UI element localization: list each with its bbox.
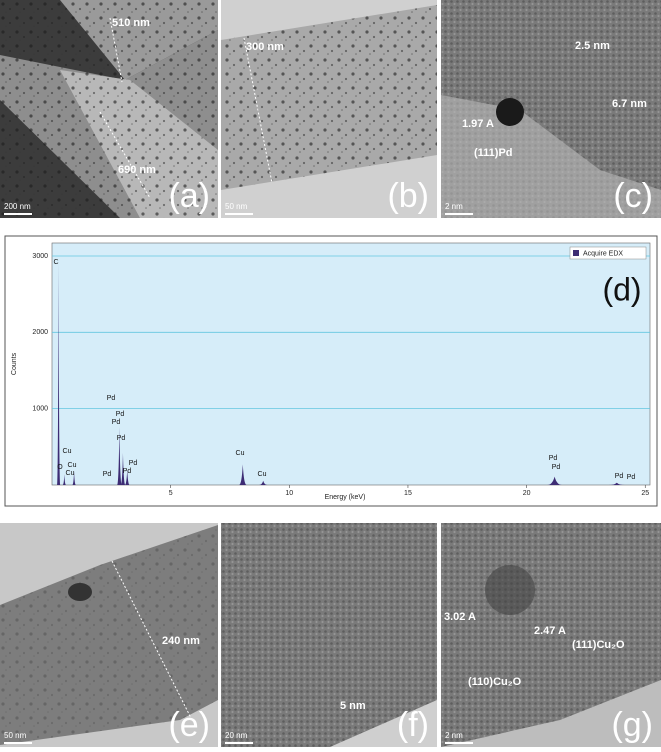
peak-label: Pd bbox=[112, 419, 121, 426]
y-axis-label: Counts bbox=[11, 352, 18, 375]
peak bbox=[547, 476, 563, 485]
annotation: 510 nm bbox=[112, 17, 150, 29]
scale-bar bbox=[4, 213, 32, 215]
y-tick-label: 3000 bbox=[32, 253, 48, 260]
measure-lines bbox=[99, 17, 273, 721]
peak bbox=[120, 452, 126, 485]
scale-bar bbox=[225, 213, 253, 215]
annotation: (111)Cu₂O bbox=[572, 639, 625, 651]
panel-letter: (a) bbox=[168, 177, 210, 215]
legend-label: Acquire EDX bbox=[583, 250, 623, 257]
peak-label: Cu bbox=[66, 470, 75, 477]
peak-label: Cu bbox=[63, 448, 72, 455]
scale-bar-label: 20 nm bbox=[225, 731, 248, 740]
peak bbox=[259, 480, 268, 485]
peak bbox=[56, 262, 61, 485]
peak bbox=[117, 426, 122, 485]
peak bbox=[608, 482, 625, 485]
legend-swatch bbox=[573, 250, 579, 256]
scale-bar-label: 2 nm bbox=[445, 202, 463, 211]
peak bbox=[62, 474, 66, 485]
peak-label: Pd bbox=[116, 411, 125, 418]
image-e bbox=[0, 523, 218, 747]
scale-bar-label: 50 nm bbox=[4, 731, 27, 740]
peak-label: Pd bbox=[552, 464, 561, 471]
scale-bar bbox=[445, 742, 473, 744]
peak-label: Pd bbox=[627, 474, 636, 481]
annotation: (110)Cu₂O bbox=[468, 676, 522, 688]
peak-label: Pd bbox=[103, 471, 112, 478]
peak bbox=[72, 471, 76, 485]
plot-area bbox=[51, 242, 651, 486]
annotation: 690 nm bbox=[118, 164, 156, 176]
image-f bbox=[221, 523, 437, 747]
peak bbox=[239, 464, 247, 485]
image-b bbox=[221, 0, 437, 218]
scale-bar bbox=[4, 742, 32, 744]
annotation: 300 nm bbox=[246, 41, 284, 53]
annotation: 2.5 nm bbox=[575, 40, 610, 52]
annotation: 240 nm bbox=[162, 635, 200, 647]
scale-bar bbox=[225, 742, 253, 744]
x-axis-label: Energy (keV) bbox=[325, 494, 366, 501]
peak-label: Pd bbox=[107, 395, 116, 402]
peak-label: Pd bbox=[129, 460, 138, 467]
peak-label: Pd bbox=[615, 473, 624, 480]
annotation: 3.02 A bbox=[444, 611, 476, 623]
x-tick-label: 25 bbox=[641, 490, 649, 497]
scale-bar-label: 2 nm bbox=[445, 731, 463, 740]
annotation: 5 nm bbox=[340, 700, 366, 712]
image-g bbox=[441, 523, 661, 747]
peak-label: Pd bbox=[123, 468, 132, 475]
scale-bar bbox=[445, 213, 473, 215]
y-tick-label: 2000 bbox=[32, 329, 48, 336]
annotation: (111)Pd bbox=[474, 147, 513, 159]
x-tick-label: 20 bbox=[523, 490, 531, 497]
panel-letter: (f) bbox=[397, 706, 429, 744]
panel-letter: (b) bbox=[387, 177, 429, 215]
panel-letter: (e) bbox=[168, 706, 210, 744]
x-tick-label: 10 bbox=[285, 490, 293, 497]
peak-label: C bbox=[53, 259, 58, 266]
x-tick-label: 15 bbox=[404, 490, 412, 497]
peak-label: Cu bbox=[68, 462, 77, 469]
image-a bbox=[0, 0, 218, 218]
annotation: 6.7 nm bbox=[612, 98, 647, 110]
annotation: 1.97 A bbox=[462, 118, 494, 130]
panel-letter: (d) bbox=[602, 271, 641, 307]
peak-label: Pd bbox=[117, 435, 126, 442]
image-c bbox=[441, 0, 661, 218]
peak bbox=[124, 469, 130, 485]
panel-letter: (c) bbox=[613, 177, 653, 215]
peak-label: Cu bbox=[236, 450, 245, 457]
annotation: 2.47 A bbox=[534, 625, 566, 637]
y-tick-label: 1000 bbox=[32, 406, 48, 413]
peak-label: O bbox=[57, 464, 63, 471]
legend-box bbox=[569, 246, 647, 260]
x-tick-label: 5 bbox=[169, 490, 173, 497]
peak-label: Pd bbox=[549, 455, 558, 462]
panel-letter: (g) bbox=[611, 706, 653, 744]
scale-bar-label: 50 nm bbox=[225, 202, 248, 211]
peak-label: Cu bbox=[258, 471, 267, 478]
scale-bar-label: 200 nm bbox=[4, 202, 31, 211]
